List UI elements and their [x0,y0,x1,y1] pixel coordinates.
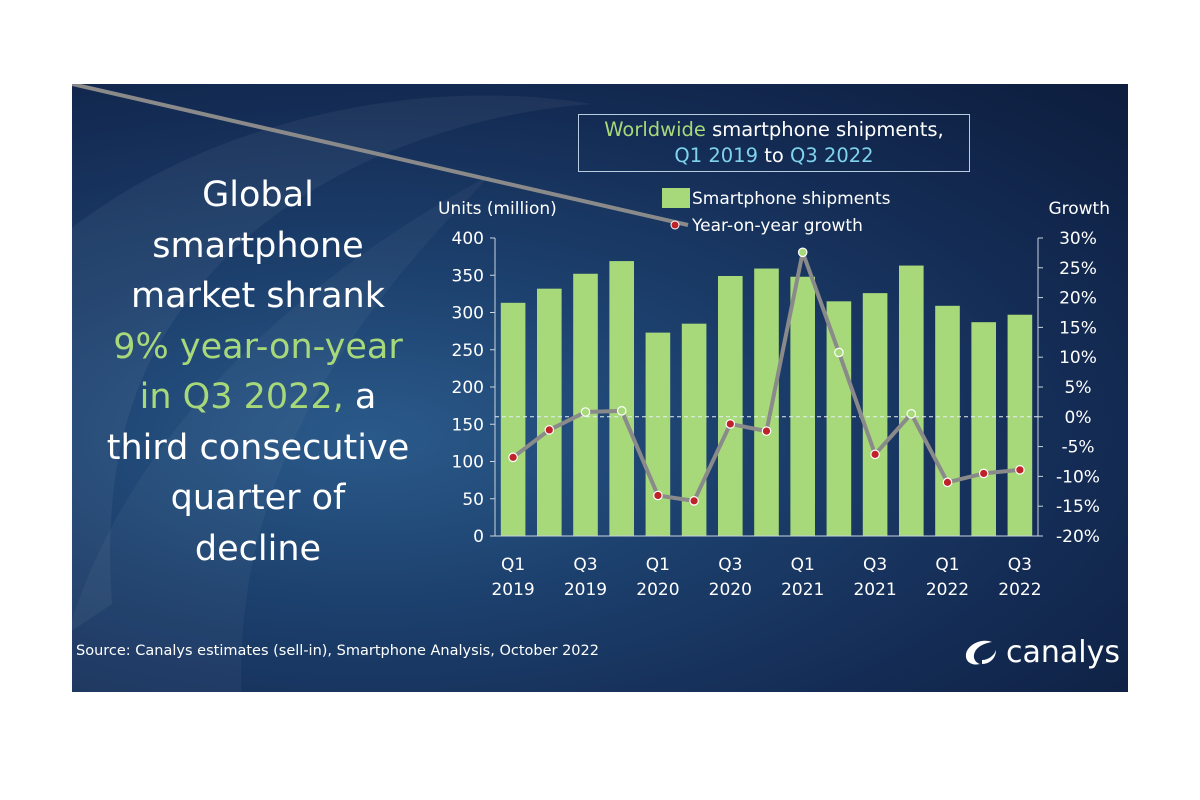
bar [645,332,671,536]
growth-point [942,477,953,488]
growth-point [797,247,808,258]
bar [754,268,779,536]
bar [717,275,743,536]
y-tick-label: 100 [452,453,484,473]
growth-point [508,452,518,463]
x-tick-label-year: 2020 [636,580,679,600]
legend-line-marker [670,220,680,230]
legend-line-swatch [72,84,689,227]
y-tick-label: 0 [473,527,484,547]
bar [898,265,924,536]
y2-tick-label: 20% [1059,289,1097,309]
background-swoosh [72,95,592,692]
y-tick-label: 150 [452,415,484,435]
growth-point [978,468,989,479]
x-tick-label-quarter: Q1 [791,555,815,575]
bar [935,305,960,536]
headline-line: quarter of [170,478,346,518]
y-tick-label: 200 [452,378,484,398]
y2-tick-label: 0% [1065,408,1092,428]
growth-point [906,409,917,419]
y2-tick-label: 30% [1059,229,1097,249]
growth-point [870,449,880,460]
bar [790,276,816,536]
y2-tick-label: 25% [1059,259,1097,279]
growth-point [761,426,772,436]
title-end-period: Q3 2022 [789,144,874,167]
headline-line: third consecutive [106,427,410,468]
y-tick-label: 250 [452,341,484,361]
title-start-period: Q1 2019 [674,144,758,167]
legend-bar-swatch [662,188,690,208]
bar [1007,314,1033,536]
y-axis-label: Units (million) [438,199,557,219]
y2-tick-label: 5% [1065,378,1092,398]
y2-tick-label: -10% [1056,467,1100,487]
chart-title: Worldwide smartphone shipments, Q1 2019 … [578,114,970,172]
x-tick-label-quarter: Q1 [501,555,525,575]
headline: Global smartphone market shrank 9% year-… [82,170,434,574]
headline-text: a [343,377,377,417]
source-note: Source: Canalys estimates (sell-in), Sma… [76,643,599,659]
headline-line: market shrank [130,276,386,316]
headline-line: Global [202,175,314,215]
y2-tick-label: -20% [1056,527,1100,547]
y2-tick-label: -5% [1061,438,1094,458]
y2-tick-label: -15% [1056,497,1100,517]
y2-axis-label: Growth [1048,199,1110,219]
bar [536,288,562,536]
legend-bar-label: Smartphone shipments [692,189,891,209]
growth-point [616,406,627,416]
legend-line-label: Year-on-year growth [691,216,863,236]
headline-line: decline [194,528,322,569]
x-tick-label-year: 2022 [926,580,969,600]
y-tick-label: 50 [462,490,484,510]
growth-point [725,419,736,429]
title-text: smartphone shipments, [705,118,944,141]
x-tick-label-year: 2020 [709,580,752,600]
x-tick-label-quarter: Q1 [935,555,959,575]
chart-title-line-1: Worldwide smartphone shipments, [579,117,969,143]
headline-highlight: in Q3 2022, [139,377,344,417]
x-tick-label-year: 2021 [781,580,824,600]
x-tick-label-quarter: Q1 [646,555,670,575]
y2-tick-label: 10% [1059,348,1097,368]
chart-title-line-2: Q1 2019 to Q3 2022 [579,143,969,169]
canalys-logo: canalys [962,632,1120,672]
canalys-logo-icon [965,640,996,665]
title-highlight: Worldwide [604,118,706,141]
x-tick-label-year: 2019 [564,580,607,600]
x-tick-label-quarter: Q3 [863,555,887,575]
x-tick-label-year: 2021 [853,580,896,600]
x-tick-label-year: 2019 [491,580,534,600]
growth-point [689,496,699,506]
x-tick-label-quarter: Q3 [718,555,742,575]
growth-point [834,347,844,358]
growth-point [580,407,591,417]
growth-point [544,425,555,435]
growth-point [653,490,663,501]
y2-tick-label: 15% [1059,318,1097,338]
headline-line: 9% year-on-year [113,326,403,367]
bar [573,273,598,536]
x-tick-label-year: 2022 [998,580,1041,600]
x-tick-label-quarter: Q3 [1008,555,1032,575]
bar [500,302,526,536]
y-tick-label: 400 [452,229,484,249]
bar [971,322,997,536]
headline-line: in Q3 2022, a [82,372,434,423]
canalys-logo-text: canalys [1006,634,1120,670]
bar [609,261,635,536]
x-tick-label-quarter: Q3 [573,555,597,575]
bar [862,293,888,536]
bar [826,301,852,536]
shipments-chart: Units (million) Growth Smartphone shipme… [72,84,1110,600]
y-tick-label: 350 [452,266,484,286]
chart-panel: Global smartphone market shrank 9% year-… [72,84,1128,692]
growth-point [1015,465,1025,475]
y-tick-label: 300 [452,304,484,324]
headline-line: smartphone [152,225,364,266]
title-text: to [758,144,790,167]
